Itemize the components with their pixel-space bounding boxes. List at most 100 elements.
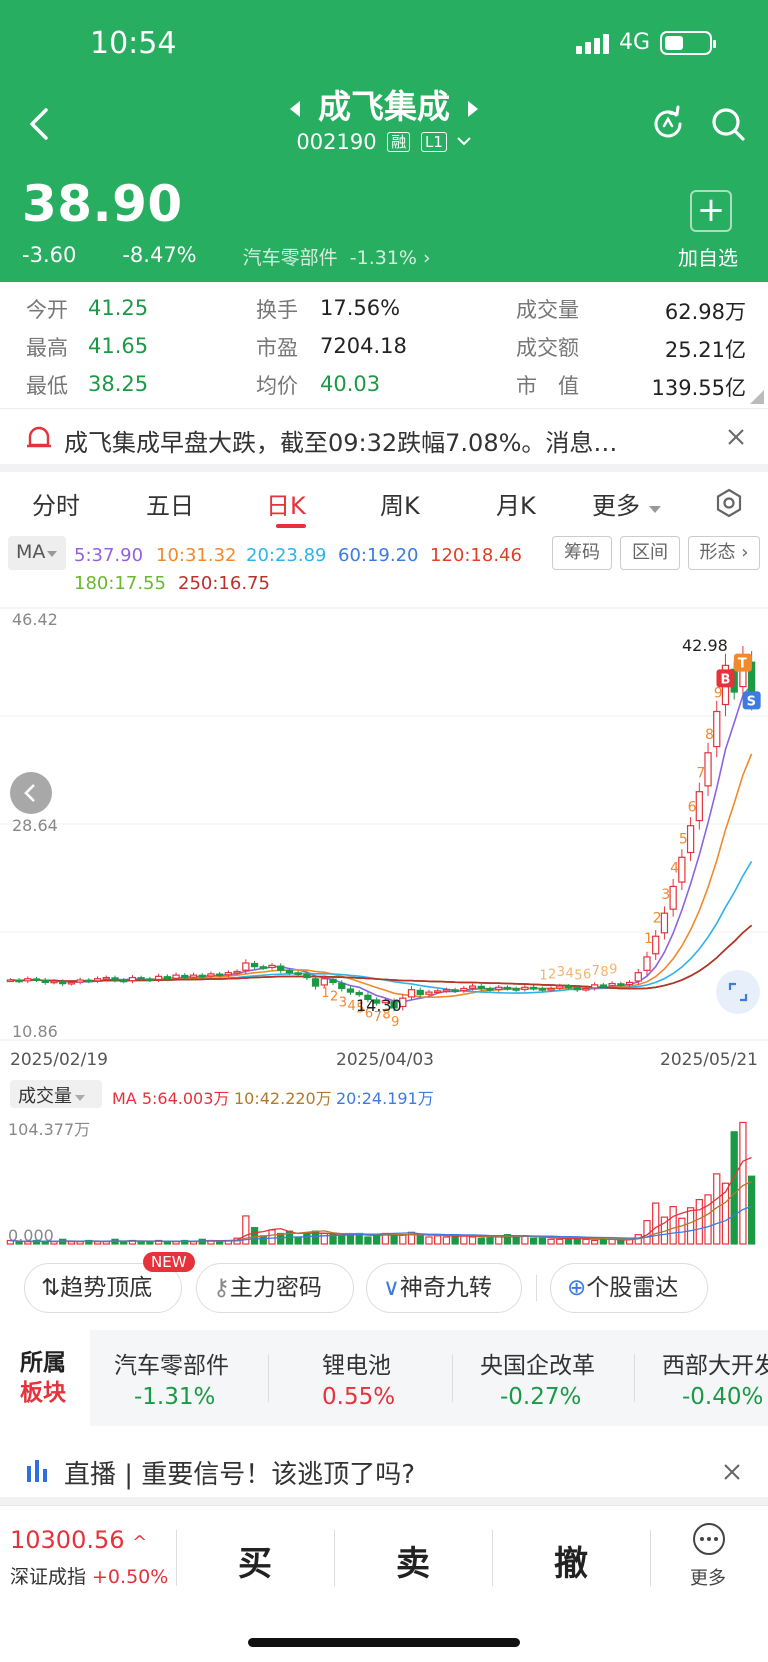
volume-bar <box>503 1234 512 1245</box>
candle-body <box>163 976 171 980</box>
volume-selector[interactable]: 成交量 <box>10 1080 102 1108</box>
vol-ma10: 10:42.220万 <box>234 1089 332 1108</box>
candle-body <box>486 988 494 991</box>
candle-body <box>381 1000 390 1004</box>
new-badge: NEW <box>143 1252 195 1272</box>
candle-body <box>372 999 381 1004</box>
vol-axis-max: 104.377万 <box>8 1120 91 1139</box>
home-indicator <box>248 1638 520 1647</box>
volume-bar <box>67 1241 76 1245</box>
td-count-mid: 3 <box>557 965 565 980</box>
candle-body <box>425 991 433 995</box>
add-favorite-label[interactable]: 加自选 <box>678 246 738 270</box>
candle-body <box>503 986 512 990</box>
td-count-down: 2 <box>330 989 338 1004</box>
candle-body <box>599 984 608 988</box>
candle-body <box>573 987 581 991</box>
candle-body <box>695 791 703 822</box>
live-bars-icon <box>27 1460 47 1482</box>
chart-tabs: 分时 五日 日K 周K 月K 更多 <box>0 472 768 532</box>
td-count-down: 9 <box>391 1015 399 1030</box>
candle-body <box>268 964 276 969</box>
stock-code-row[interactable]: 002190 融 L1 <box>0 130 768 154</box>
tab-timeshare[interactable]: 分时 <box>32 492 80 520</box>
volume-bar <box>399 1234 407 1245</box>
cancel-order-button[interactable]: 撤 <box>554 1544 588 1584</box>
volume-bar <box>652 1202 660 1245</box>
td-count-up: 1 <box>644 931 653 947</box>
live-banner[interactable]: 直播 | 重要信号！该逃顶了吗? <box>0 1440 768 1500</box>
trend-top-bottom-button[interactable]: ⇅趋势顶底 <box>24 1263 182 1313</box>
volume-label: 成交量 <box>516 298 579 322</box>
candle-body <box>154 975 163 981</box>
refresh-icon[interactable] <box>648 104 688 144</box>
scroll-left-button[interactable] <box>10 772 52 814</box>
candle-body <box>416 989 424 996</box>
candle-body <box>704 752 712 787</box>
tab-daily-k[interactable]: 日K <box>266 492 306 520</box>
signal-badge <box>716 669 735 688</box>
low-value: 38.25 <box>88 372 149 396</box>
stock-radar-button[interactable]: ⊕个股雷达 <box>550 1263 708 1313</box>
tab-more[interactable]: 更多 <box>592 486 662 521</box>
close-icon[interactable] <box>722 1462 742 1482</box>
chip-xingtai[interactable]: 形态 › <box>688 536 760 570</box>
ma250-value: 250:16.75 <box>178 573 270 594</box>
volume-chart[interactable] <box>0 1110 768 1250</box>
pe-label: 市盈 <box>256 336 298 360</box>
fullscreen-button[interactable] <box>716 970 760 1014</box>
settings-icon[interactable] <box>714 488 744 518</box>
margin-tag: 融 <box>387 132 411 152</box>
volume-bar <box>460 1235 468 1245</box>
td-count-mid: 2 <box>548 967 556 982</box>
volume-bar <box>120 1241 128 1245</box>
chevron-down-icon[interactable] <box>456 135 472 147</box>
sector-link[interactable]: 汽车零部件 -1.31% › <box>242 247 431 269</box>
magic-nine-button[interactable]: ∨神奇九转 <box>366 1263 522 1313</box>
candle-body <box>303 973 311 979</box>
close-icon[interactable] <box>726 427 746 447</box>
expand-corner-icon[interactable] <box>750 390 764 404</box>
volume-bar <box>15 1241 23 1245</box>
td-count-up: 6 <box>688 800 697 816</box>
low-marker-label: 14.30 <box>356 996 402 1015</box>
alarm-icon <box>27 426 51 448</box>
volume-bar <box>434 1235 442 1245</box>
tab-5day[interactable]: 五日 <box>146 492 194 520</box>
tab-weekly-k[interactable]: 周K <box>380 492 420 520</box>
main-force-button[interactable]: ⚷主力密码 <box>196 1263 354 1313</box>
prev-stock-icon[interactable] <box>290 100 300 117</box>
candle-body <box>233 970 241 974</box>
td-count-mid: 9 <box>609 963 617 978</box>
volume-bar <box>277 1232 285 1245</box>
chip-chouma[interactable]: 筹码 <box>552 536 612 570</box>
pill-divider <box>536 1275 537 1301</box>
tab-monthly-k[interactable]: 月K <box>496 492 536 520</box>
ma5-line <box>10 684 753 1003</box>
search-icon[interactable] <box>708 104 748 144</box>
candle-body <box>521 986 529 990</box>
ma10-value: 10:31.32 <box>156 545 237 566</box>
next-stock-icon[interactable] <box>468 100 478 117</box>
vol-ma20-line <box>10 1205 752 1242</box>
chip-qujian[interactable]: 区间 <box>620 536 680 570</box>
volume-bar <box>529 1237 538 1245</box>
buy-button[interactable]: 买 <box>238 1544 272 1584</box>
signal-badge-label: B <box>720 672 730 687</box>
candle-body <box>277 965 285 971</box>
volume-bar <box>739 1121 747 1245</box>
volume-bar <box>364 1236 372 1245</box>
candle-body <box>355 991 363 996</box>
sector-item[interactable]: 西部大开发 -0.40% <box>662 1353 768 1410</box>
y-axis-max: 46.42 <box>12 610 58 629</box>
bar-divider <box>176 1530 177 1586</box>
news-banner[interactable]: 成飞集成早盘大跌，截至09:32跌幅7.08%。消息… <box>0 408 768 464</box>
ma-selector[interactable]: MA <box>8 536 66 570</box>
vol-ma5: MA 5:64.003万 <box>112 1089 230 1108</box>
back-icon[interactable] <box>24 104 54 144</box>
sell-button[interactable]: 卖 <box>396 1544 430 1584</box>
signal-badge-label: T <box>738 657 747 672</box>
add-favorite-button[interactable]: + <box>690 190 732 232</box>
volume-bar <box>538 1237 546 1245</box>
